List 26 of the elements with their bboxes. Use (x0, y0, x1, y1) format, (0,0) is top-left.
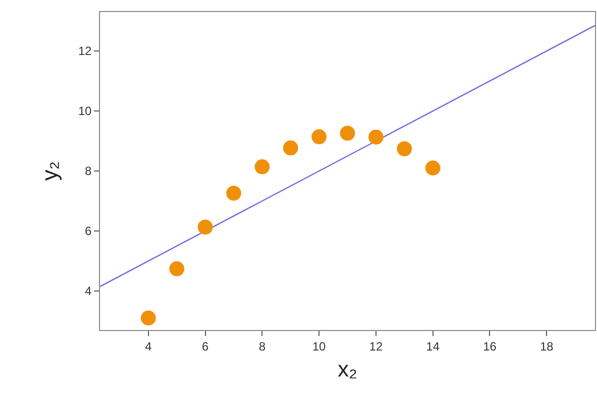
y-tick-label: 10 (78, 104, 92, 118)
point (198, 220, 213, 235)
x-tick-label: 6 (202, 339, 209, 354)
y-tick-label: 12 (78, 44, 92, 58)
y-axis-title: y₂ (37, 161, 62, 181)
x-tick-label: 18 (540, 339, 554, 354)
x-tick-label: 14 (426, 339, 440, 354)
point (226, 186, 242, 201)
x-axis-title: x₂ (338, 356, 358, 382)
y-tick-label: 8 (84, 164, 92, 178)
point (368, 130, 384, 145)
point (169, 261, 184, 276)
point (312, 129, 327, 144)
x-tick-label: 10 (312, 339, 326, 354)
x-tick-label: 8 (258, 339, 266, 354)
x-tick-label: 16 (483, 339, 497, 354)
point (254, 159, 270, 174)
point (425, 160, 440, 176)
y-tick-label: 4 (84, 284, 92, 298)
x-tick-label: 4 (145, 339, 152, 354)
point (140, 310, 156, 326)
point (396, 141, 412, 156)
y-tick-label: 6 (84, 224, 92, 238)
point (340, 126, 355, 141)
x-tick-label: 12 (369, 339, 383, 354)
point (283, 140, 298, 156)
